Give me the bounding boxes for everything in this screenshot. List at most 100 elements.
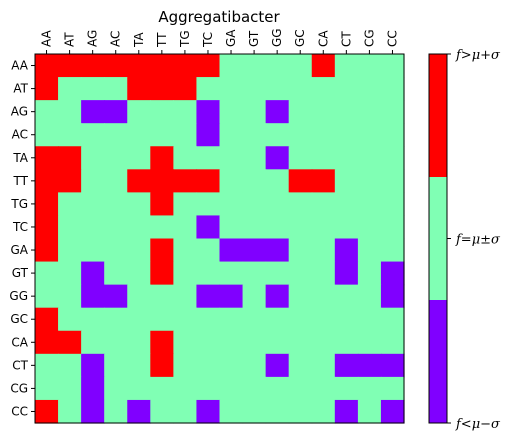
heatmap-cell-TA-GT — [242, 146, 267, 170]
heatmap-cell-GA-CC — [380, 238, 405, 263]
heatmap-cell-CG-CA — [311, 376, 336, 401]
heatmap-cell-CC-GT — [242, 399, 267, 424]
heatmap-cell-AG-CG — [357, 100, 382, 124]
heatmap-cell-GG-CT — [334, 284, 359, 309]
heatmap-cell-TC-CC — [380, 215, 405, 240]
heatmap-cell-GC-TT — [150, 307, 174, 332]
y-tick-label: GA — [10, 243, 28, 257]
heatmap-cell-TC-CA — [311, 215, 336, 240]
heatmap-cell-CA-TC — [196, 330, 221, 355]
heatmap-cell-TG-CC — [380, 192, 405, 217]
heatmap-cell-GT-TA — [127, 261, 151, 286]
heatmap-cell-CT-CT — [334, 353, 359, 378]
heatmap-cell-TT-CG — [357, 169, 382, 193]
heatmap-cell-TA-CG — [357, 146, 382, 170]
heatmap-cell-TA-CT — [334, 146, 359, 170]
heatmap-cell-GA-GA — [219, 238, 244, 263]
heatmap-cell-AC-TT — [150, 123, 174, 147]
heatmap-cell-TA-TG — [173, 146, 198, 170]
heatmap-cell-TC-AT — [58, 215, 82, 240]
heatmap-cell-GC-AG — [81, 307, 105, 332]
heatmap-cell-CT-CG — [357, 353, 382, 378]
heatmap-cell-CA-TT — [150, 330, 174, 355]
heatmap-cell-CC-TG — [173, 399, 198, 424]
heatmap-cell-GG-AT — [58, 284, 82, 309]
heatmap-cell-AC-CA — [311, 123, 336, 147]
heatmap-cell-CT-TC — [196, 353, 221, 378]
heatmap-cell-CT-TT — [150, 353, 174, 378]
heatmap-cell-CT-AT — [58, 353, 82, 378]
x-tick-label: AG — [86, 30, 100, 47]
heatmap-cell-CC-CG — [357, 399, 382, 424]
heatmap-cell-TG-CG — [357, 192, 382, 217]
heatmap-cell-TT-TT — [150, 169, 174, 193]
x-tick-label: CT — [339, 31, 353, 47]
plot-frame — [34, 53, 405, 424]
heatmap-cell-CA-AT — [58, 330, 82, 355]
heatmap-cell-AC-GG — [265, 123, 290, 147]
heatmap-cell-TT-GC — [288, 169, 313, 193]
x-tick-label: TG — [178, 30, 192, 48]
heatmap-cell-AA-GT — [242, 54, 267, 78]
heatmap-cell-AA-GC — [288, 54, 313, 78]
heatmap-cell-TA-AT — [58, 146, 82, 170]
x-tick-label: GC — [293, 29, 307, 47]
heatmap-cell-GG-TG — [173, 284, 198, 309]
heatmap-cell-AA-CT — [334, 54, 359, 78]
x-tick-label: GG — [270, 28, 284, 47]
heatmap-cell-GG-GA — [219, 284, 244, 309]
heatmap-cell-TT-CA — [311, 169, 336, 193]
heatmap-cell-CA-TA — [127, 330, 151, 355]
heatmap-cell-AG-GC — [288, 100, 313, 124]
heatmap-cell-GA-TG — [173, 238, 198, 263]
colorbar-segment — [429, 300, 447, 424]
heatmap-cell-CA-CA — [311, 330, 336, 355]
x-tick-label: TT — [155, 32, 169, 48]
y-tick-label: CG — [10, 381, 28, 395]
heatmap-cell-AA-GG — [265, 54, 290, 78]
heatmap-cell-GC-GG — [265, 307, 290, 332]
heatmap-cell-TA-AA — [35, 146, 59, 170]
heatmap-cell-TG-GT — [242, 192, 267, 217]
heatmap-cell-CG-AG — [81, 376, 105, 401]
heatmap-cell-CA-CG — [357, 330, 382, 355]
heatmap-cell-GG-AG — [81, 284, 105, 309]
y-tick-label: TT — [13, 174, 29, 188]
heatmap-cell-CG-TA — [127, 376, 151, 401]
y-tick-label: GT — [12, 266, 29, 280]
heatmap-cell-TA-GG — [265, 146, 290, 170]
heatmap-cell-GC-AT — [58, 307, 82, 332]
heatmap-cell-CA-GC — [288, 330, 313, 355]
heatmap-cell-GT-CA — [311, 261, 336, 286]
x-tick-label: TC — [201, 32, 215, 48]
heatmap-cell-TG-TG — [173, 192, 198, 217]
heatmap-cell-TC-GG — [265, 215, 290, 240]
heatmap-cell-TA-AG — [81, 146, 105, 170]
heatmap-cell-AT-CT — [334, 77, 359, 101]
heatmap-cell-AG-AT — [58, 100, 82, 124]
heatmap-cell-TC-CG — [357, 215, 382, 240]
heatmap-cell-CC-AA — [35, 399, 59, 424]
heatmap-cell-AA-CG — [357, 54, 382, 78]
x-tick-label: CG — [362, 29, 376, 47]
heatmap-cell-CA-TG — [173, 330, 198, 355]
heatmap-cell-AT-CA — [311, 77, 336, 101]
heatmap-cell-AC-AT — [58, 123, 82, 147]
heatmap-cell-TA-TT — [150, 146, 174, 170]
heatmap-cell-CC-CC — [380, 399, 405, 424]
y-tick-label: AA — [11, 59, 29, 73]
heatmap-cell-CC-GC — [288, 399, 313, 424]
heatmap-cell-AA-TT — [150, 54, 174, 78]
heatmap-cell-AA-TC — [196, 54, 221, 78]
heatmap-cell-AC-CT — [334, 123, 359, 147]
heatmap-cell-AT-TG — [173, 77, 198, 101]
heatmap-cell-AC-CC — [380, 123, 405, 147]
heatmap-cell-TG-TC — [196, 192, 221, 217]
heatmap-cell-GG-GG — [265, 284, 290, 309]
heatmap-cell-CC-AC — [104, 399, 128, 424]
heatmap-cell-AC-AC — [104, 123, 128, 147]
heatmap-cell-AC-GT — [242, 123, 267, 147]
heatmap-cell-AA-CC — [380, 54, 405, 78]
heatmap-cell-AG-TC — [196, 100, 221, 124]
heatmap-cell-CT-TA — [127, 353, 151, 378]
